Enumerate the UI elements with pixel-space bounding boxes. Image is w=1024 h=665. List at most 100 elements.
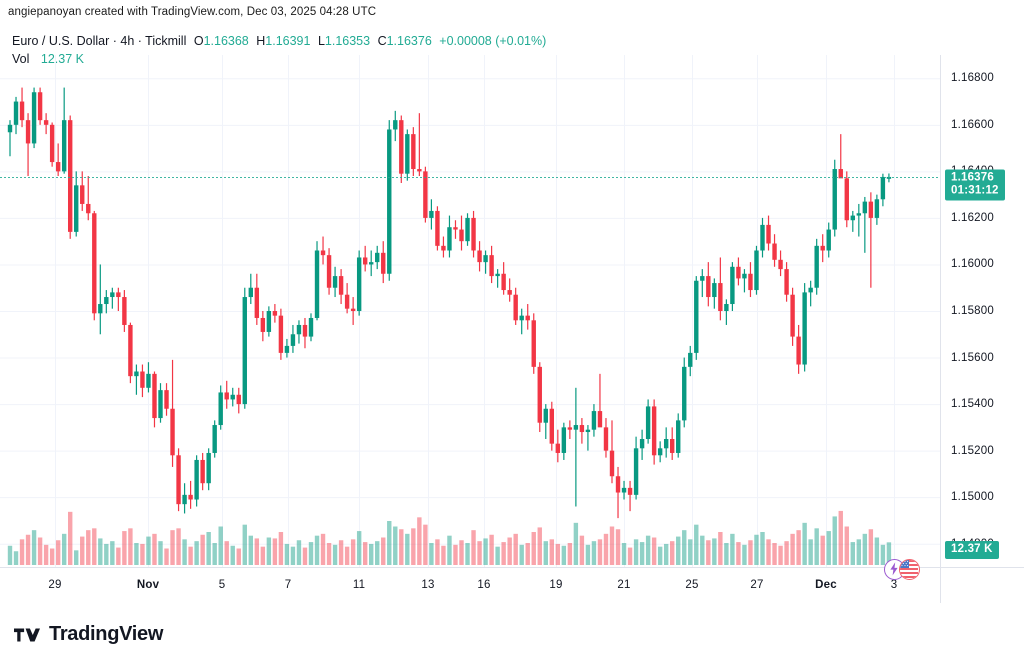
chart-svg bbox=[0, 55, 940, 567]
candlestick-plot-area[interactable] bbox=[0, 55, 940, 567]
volume-bar bbox=[826, 531, 831, 565]
volume-bar bbox=[784, 541, 789, 565]
volume-bar bbox=[663, 543, 669, 565]
candlestick bbox=[176, 448, 181, 512]
volume-bar bbox=[326, 543, 332, 565]
candlestick bbox=[645, 399, 651, 444]
tradingview-logo-icon bbox=[14, 627, 40, 643]
tradingview-footer: TradingView bbox=[14, 623, 163, 646]
volume-bar bbox=[603, 533, 609, 565]
candlestick bbox=[272, 304, 278, 323]
volume-bar bbox=[92, 528, 97, 565]
price-axis[interactable]: 1.168001.166001.164001.162001.160001.158… bbox=[940, 55, 1024, 567]
candlestick bbox=[519, 308, 524, 335]
volume-label: Vol bbox=[12, 52, 30, 66]
candlestick bbox=[489, 245, 494, 284]
volume-badge[interactable]: 12.37 K bbox=[945, 541, 999, 559]
current-price-badge[interactable]: 1.16376 01:31:12 bbox=[945, 169, 1005, 201]
volume-bar bbox=[296, 540, 302, 565]
volume-bar bbox=[682, 530, 687, 565]
volume-bar bbox=[513, 533, 518, 565]
candlestick bbox=[393, 110, 398, 142]
candlestick bbox=[19, 87, 25, 128]
volume-bar bbox=[43, 544, 49, 565]
volume-bar bbox=[868, 529, 874, 565]
time-tick-label: 16 bbox=[477, 579, 491, 591]
attribution-text: angiepanoyan created with TradingView.co… bbox=[8, 6, 377, 18]
candlestick bbox=[609, 420, 615, 484]
candlestick bbox=[338, 269, 344, 305]
volume-bar bbox=[567, 543, 573, 565]
candlestick bbox=[483, 250, 488, 274]
candlestick bbox=[543, 404, 548, 439]
volume-bar bbox=[212, 543, 217, 565]
low-label: L bbox=[317, 34, 325, 48]
candlestick bbox=[122, 290, 127, 332]
candlestick bbox=[627, 480, 633, 512]
symbol-title[interactable]: Euro / U.S. Dollar · 4h · Tickmill bbox=[12, 34, 187, 48]
volume-bar bbox=[80, 536, 85, 565]
candlestick bbox=[760, 217, 765, 258]
volume-bar bbox=[266, 537, 272, 565]
volume-bar bbox=[31, 530, 37, 565]
candlestick bbox=[820, 234, 825, 263]
volume-bar bbox=[278, 532, 284, 565]
chart-frame bbox=[0, 55, 940, 567]
close-label: C bbox=[377, 34, 387, 48]
volume-bar bbox=[272, 538, 278, 565]
candlestick bbox=[140, 364, 145, 398]
candlestick bbox=[633, 436, 639, 500]
volume-bar bbox=[820, 535, 825, 565]
volume-bar bbox=[531, 532, 536, 565]
bar-countdown: 01:31:12 bbox=[951, 184, 999, 197]
price-tick-label: 1.15200 bbox=[951, 444, 994, 457]
volume-value: 12.37 K bbox=[40, 52, 84, 66]
candlestick bbox=[200, 452, 205, 491]
candlestick bbox=[68, 115, 73, 239]
volume-bar bbox=[254, 538, 260, 565]
candlestick bbox=[350, 297, 356, 325]
volume-bar bbox=[549, 539, 554, 565]
volume-bar bbox=[182, 539, 187, 565]
time-tick-label: 13 bbox=[421, 579, 435, 591]
price-tick-label: 1.16000 bbox=[951, 258, 994, 271]
volume-bar bbox=[405, 533, 410, 565]
volume-bar bbox=[670, 541, 675, 565]
volume-bar bbox=[633, 539, 639, 565]
candlestick bbox=[206, 448, 211, 491]
candlestick bbox=[555, 429, 561, 463]
volume-bar bbox=[13, 551, 19, 565]
candlestick bbox=[862, 196, 868, 253]
candlestick bbox=[332, 266, 338, 298]
candlestick bbox=[302, 317, 308, 349]
volume-bar bbox=[344, 546, 350, 565]
volume-bar bbox=[308, 542, 314, 565]
volume-bar bbox=[55, 540, 61, 565]
price-tick-label: 1.15800 bbox=[951, 305, 994, 317]
volume-bar bbox=[772, 543, 777, 565]
candlestick bbox=[429, 199, 434, 230]
candlestick bbox=[230, 387, 235, 407]
candlestick bbox=[399, 115, 404, 183]
candlestick bbox=[49, 122, 55, 167]
us-flag-icon[interactable] bbox=[899, 559, 920, 580]
volume-bar bbox=[483, 538, 488, 565]
volume-bar bbox=[688, 539, 693, 565]
volume-bar bbox=[597, 539, 603, 565]
volume-bar bbox=[850, 542, 855, 565]
volume-bar bbox=[387, 521, 392, 565]
price-tick-label: 1.16800 bbox=[951, 72, 994, 85]
candlestick bbox=[688, 345, 693, 377]
volume-bar bbox=[537, 527, 542, 565]
candlestick bbox=[61, 87, 67, 174]
volume-bar bbox=[808, 539, 813, 565]
candlestick bbox=[694, 276, 699, 360]
volume-bar bbox=[639, 542, 645, 565]
volume-bar bbox=[260, 546, 266, 565]
time-axis[interactable]: 29 Nov 5 7 11 13 16 19 21 25 27 Dec 3 bbox=[0, 567, 940, 603]
candlestick bbox=[441, 236, 446, 258]
candlestick bbox=[736, 257, 741, 286]
candlestick bbox=[447, 215, 452, 258]
volume-bar bbox=[495, 546, 500, 565]
candlestick bbox=[796, 324, 801, 374]
